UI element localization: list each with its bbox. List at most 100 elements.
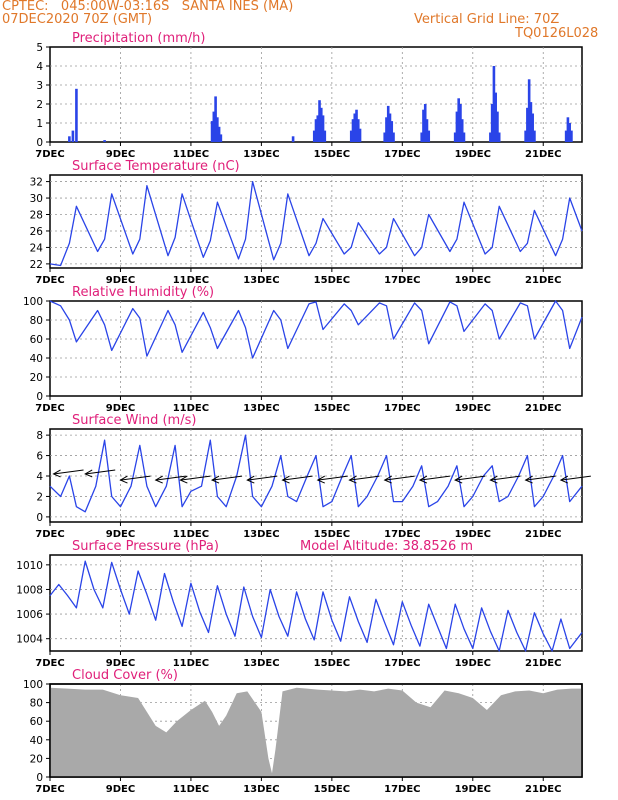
precip-bar [75, 88, 78, 142]
precip-bar [527, 79, 531, 142]
x-tick-label: 11DEC [173, 149, 209, 160]
cloud-area [50, 687, 582, 777]
x-tick-label: 7DEC [35, 403, 64, 414]
precip-bar [353, 113, 357, 142]
wind-arrow [247, 475, 278, 481]
precip-bar [492, 66, 496, 142]
wind-arrow-head [383, 475, 392, 484]
series-line [49, 560, 583, 652]
precip-bar [497, 132, 501, 142]
precip-bar [564, 130, 568, 142]
precip-bar [355, 109, 358, 142]
y-tick-label: 30 [30, 193, 43, 205]
x-tick-label: 7DEC [35, 784, 64, 795]
precip-bar [524, 130, 527, 142]
header-line1: CPTEC: 045:00W-03:16S SANTA INES (MA) [2, 0, 294, 14]
x-tick-label: 9DEC [106, 784, 135, 795]
plot-frame-4 [49, 554, 583, 652]
panel-title: Relative Humidity (%) [72, 285, 214, 300]
precip-bar [392, 132, 395, 142]
x-tick-label: 7DEC [35, 658, 64, 669]
precip-bar [291, 136, 295, 142]
x-tick-label: 15DEC [314, 784, 350, 795]
precip-bar [319, 107, 323, 142]
x-tick-label: 21DEC [525, 149, 561, 160]
y-tick-label: 80 [30, 315, 43, 327]
x-tick-label: 17DEC [384, 529, 420, 540]
series-line [49, 434, 583, 513]
precip-bar [494, 92, 497, 142]
series-line [49, 180, 583, 267]
precip-bar [316, 115, 320, 142]
wind-arrow [384, 475, 415, 481]
precip-bar [425, 119, 429, 142]
wind-arrow-head [52, 469, 61, 478]
precip-bar [423, 104, 427, 142]
wind-arrow [155, 475, 186, 481]
y-tick-label: 6 [36, 451, 43, 463]
y-tick-label: 5 [36, 42, 43, 54]
y-tick-label: 60 [30, 716, 43, 728]
wind-arrow [120, 475, 151, 481]
precip-bar [356, 119, 360, 142]
precip-bar [388, 113, 392, 142]
x-tick-label: 11DEC [173, 658, 209, 669]
series-line [49, 300, 583, 359]
precip-bar [453, 132, 457, 142]
y-tick-label: 26 [30, 226, 44, 238]
x-tick-label: 11DEC [173, 784, 209, 795]
precip-bar [455, 111, 459, 142]
precip-bar [314, 119, 318, 142]
wind-arrow-head [559, 475, 569, 484]
x-tick-label: 9DEC [106, 658, 135, 669]
precip-bar [490, 104, 494, 142]
y-tick-label: 1004 [16, 634, 43, 646]
precip-bar [383, 132, 387, 142]
x-tick-label: 13DEC [243, 149, 279, 160]
wind-arrow-head [524, 475, 533, 484]
grid-note: Vertical Grid Line: 70Z [414, 12, 560, 27]
wind-arrow-head [418, 475, 428, 484]
precip-bar [386, 105, 390, 142]
wind-arrow-head [154, 475, 163, 484]
wind-arrow-head [210, 475, 220, 484]
y-tick-label: 20 [30, 372, 43, 384]
precip-bar [457, 98, 460, 142]
x-tick-label: 13DEC [243, 275, 279, 286]
wind-arrow [282, 475, 313, 481]
x-tick-label: 15DEC [314, 403, 350, 414]
y-tick-label: 32 [30, 177, 43, 189]
x-tick-label: 15DEC [314, 529, 350, 540]
y-tick-label: 2 [36, 491, 43, 503]
panel-title: Precipitation (mm/h) [72, 31, 205, 46]
y-tick-label: 24 [30, 242, 44, 254]
precip-bar [460, 119, 464, 142]
y-tick-label: 0 [36, 772, 43, 784]
precip-bar [212, 111, 216, 142]
wind-arrow-head [119, 475, 128, 484]
precip-bar [526, 107, 529, 142]
wind-arrow-head [348, 475, 357, 484]
y-tick-label: 20 [30, 753, 43, 765]
y-tick-label: 2 [36, 99, 43, 111]
precip-bar [210, 121, 214, 142]
precip-bar [358, 128, 362, 142]
precip-bar [390, 121, 394, 142]
precip-bar [219, 134, 223, 142]
x-tick-label: 11DEC [173, 275, 209, 286]
precip-bar [462, 132, 466, 142]
precip-bar [420, 132, 423, 142]
precip-bar [459, 104, 462, 142]
y-tick-label: 80 [30, 698, 43, 710]
precip-bar [71, 130, 75, 142]
wind-arrow [349, 475, 380, 481]
y-tick-label: 28 [30, 210, 43, 222]
x-tick-label: 17DEC [384, 403, 420, 414]
precip-bar [217, 126, 221, 142]
precip-bar [489, 132, 492, 142]
wind-arrow [212, 475, 243, 481]
x-tick-label: 11DEC [173, 403, 209, 414]
x-tick-label: 19DEC [455, 784, 491, 795]
x-tick-label: 21DEC [525, 784, 561, 795]
precip-bar [103, 140, 106, 142]
